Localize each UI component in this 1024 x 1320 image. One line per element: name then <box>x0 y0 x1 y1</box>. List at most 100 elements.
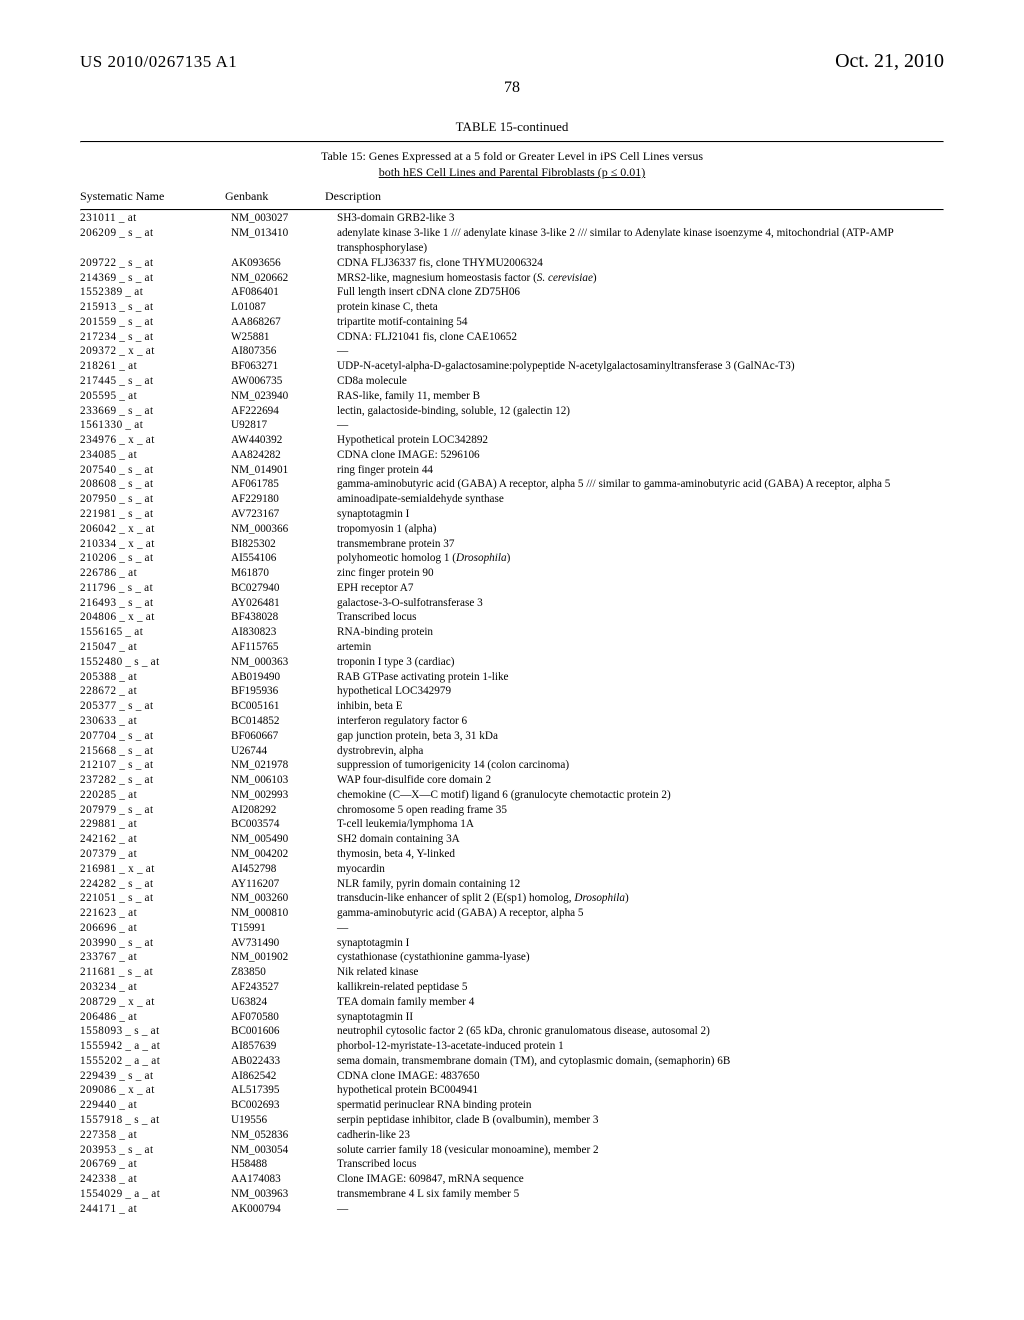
cell-systematic: 1555202 _ a _ at <box>80 1054 231 1069</box>
cell-systematic: 209086 _ x _ at <box>80 1083 231 1098</box>
subtitle-line1: Table 15: Genes Expressed at a 5 fold or… <box>321 149 703 163</box>
table-row: 217234 _ s _ atW25881CDNA: FLJ21041 fis,… <box>80 330 944 345</box>
table-row: 244171 _ atAK000794— <box>80 1202 944 1217</box>
cell-systematic: 210206 _ s _ at <box>80 551 231 566</box>
cell-description: ring finger protein 44 <box>337 463 944 478</box>
cell-systematic: 237282 _ s _ at <box>80 773 231 788</box>
cell-systematic: 204806 _ x _ at <box>80 610 231 625</box>
cell-description: adenylate kinase 3-like 1 /// adenylate … <box>337 226 944 256</box>
cell-systematic: 212107 _ s _ at <box>80 758 231 773</box>
cell-genbank: BC005161 <box>231 699 337 714</box>
cell-genbank: NM_006103 <box>231 773 337 788</box>
cell-genbank: NM_000366 <box>231 522 337 537</box>
table-row: 221623 _ atNM_000810gamma-aminobutyric a… <box>80 906 944 921</box>
cell-description: troponin I type 3 (cardiac) <box>337 655 944 670</box>
table-row: 229439 _ s _ atAI862542CDNA clone IMAGE:… <box>80 1069 944 1084</box>
cell-description: RAS-like, family 11, member B <box>337 389 944 404</box>
cell-systematic: 207950 _ s _ at <box>80 492 231 507</box>
cell-description: synaptotagmin II <box>337 1010 944 1025</box>
cell-description: spermatid perinuclear RNA binding protei… <box>337 1098 944 1113</box>
cell-systematic: 224282 _ s _ at <box>80 877 231 892</box>
cell-description: WAP four-disulfide core domain 2 <box>337 773 944 788</box>
cell-description: chemokine (C—X—C motif) ligand 6 (granul… <box>337 788 944 803</box>
cell-description: Transcribed locus <box>337 610 944 625</box>
table-row: 207379 _ atNM_004202thymosin, beta 4, Y-… <box>80 847 944 862</box>
cell-description: synaptotagmin I <box>337 936 944 951</box>
table-title: TABLE 15-continued <box>80 119 944 135</box>
cell-systematic: 1554029 _ a _ at <box>80 1187 231 1202</box>
cell-systematic: 206042 _ x _ at <box>80 522 231 537</box>
table-row: 216493 _ s _ atAY026481galactose-3-O-sul… <box>80 596 944 611</box>
cell-genbank: AI807356 <box>231 344 337 359</box>
cell-genbank: Z83850 <box>231 965 337 980</box>
cell-description: artemin <box>337 640 944 655</box>
cell-description: zinc finger protein 90 <box>337 566 944 581</box>
cell-systematic: 215047 _ at <box>80 640 231 655</box>
cell-genbank: AY116207 <box>231 877 337 892</box>
cell-description: dystrobrevin, alpha <box>337 744 944 759</box>
cell-genbank: NM_003260 <box>231 891 337 906</box>
cell-genbank: L01087 <box>231 300 337 315</box>
cell-description: — <box>337 921 944 936</box>
table-row: 1552389 _ atAF086401Full length insert c… <box>80 285 944 300</box>
cell-genbank: M61870 <box>231 566 337 581</box>
table-row: 1557918 _ s _ atU19556serpin peptidase i… <box>80 1113 944 1128</box>
cell-systematic: 229881 _ at <box>80 817 231 832</box>
cell-systematic: 234085 _ at <box>80 448 231 463</box>
table-row: 205388 _ atAB019490RAB GTPase activating… <box>80 670 944 685</box>
cell-description: solute carrier family 18 (vesicular mono… <box>337 1143 944 1158</box>
cell-genbank: U92817 <box>231 418 337 433</box>
cell-systematic: 226786 _ at <box>80 566 231 581</box>
patent-page: US 2010/0267135 A1 Oct. 21, 2010 78 TABL… <box>0 0 1024 1257</box>
cell-systematic: 1555942 _ a _ at <box>80 1039 231 1054</box>
cell-genbank: AI208292 <box>231 803 337 818</box>
cell-genbank: BF438028 <box>231 610 337 625</box>
table-row: 209372 _ x _ atAI807356— <box>80 344 944 359</box>
cell-genbank: NM_003963 <box>231 1187 337 1202</box>
table-row: 204806 _ x _ atBF438028Transcribed locus <box>80 610 944 625</box>
cell-systematic: 211796 _ s _ at <box>80 581 231 596</box>
cell-description: — <box>337 418 944 433</box>
cell-genbank: BI825302 <box>231 537 337 552</box>
cell-description: RAB GTPase activating protein 1-like <box>337 670 944 685</box>
cell-description: protein kinase C, theta <box>337 300 944 315</box>
col-header-description: Description <box>325 189 944 204</box>
cell-systematic: 1552480 _ s _ at <box>80 655 231 670</box>
table-row: 214369 _ s _ atNM_020662MRS2-like, magne… <box>80 271 944 286</box>
cell-description: Clone IMAGE: 609847, mRNA sequence <box>337 1172 944 1187</box>
cell-description: SH2 domain containing 3A <box>337 832 944 847</box>
table-row: 218261 _ atBF063271UDP-N-acetyl-alpha-D-… <box>80 359 944 374</box>
cell-genbank: NM_004202 <box>231 847 337 862</box>
cell-genbank: NM_001902 <box>231 950 337 965</box>
cell-systematic: 210334 _ x _ at <box>80 537 231 552</box>
cell-genbank: AA174083 <box>231 1172 337 1187</box>
table-row: 1554029 _ a _ atNM_003963transmembrane 4… <box>80 1187 944 1202</box>
table-row: 242162 _ atNM_005490SH2 domain containin… <box>80 832 944 847</box>
page-header: US 2010/0267135 A1 Oct. 21, 2010 <box>80 50 944 73</box>
table-row: 217445 _ s _ atAW006735CD8a molecule <box>80 374 944 389</box>
cell-genbank: NM_000363 <box>231 655 337 670</box>
cell-description: UDP-N-acetyl-alpha-D-galactosamine:polyp… <box>337 359 944 374</box>
cell-systematic: 215668 _ s _ at <box>80 744 231 759</box>
cell-genbank: AA824282 <box>231 448 337 463</box>
table-row: 233767 _ atNM_001902cystathionase (cysta… <box>80 950 944 965</box>
table-row: 206486 _ atAF070580synaptotagmin II <box>80 1010 944 1025</box>
table-row: 206696 _ atT15991— <box>80 921 944 936</box>
cell-genbank: AV731490 <box>231 936 337 951</box>
cell-genbank: BF195936 <box>231 684 337 699</box>
cell-description: — <box>337 1202 944 1217</box>
cell-description: Transcribed locus <box>337 1157 944 1172</box>
table-row: 211681 _ s _ atZ83850Nik related kinase <box>80 965 944 980</box>
cell-systematic: 206696 _ at <box>80 921 231 936</box>
cell-description: T-cell leukemia/lymphoma 1A <box>337 817 944 832</box>
cell-systematic: 231011 _ at <box>80 211 231 226</box>
cell-description: CDNA clone IMAGE: 4837650 <box>337 1069 944 1084</box>
table-row: 206769 _ atH58488Transcribed locus <box>80 1157 944 1172</box>
cell-genbank: U19556 <box>231 1113 337 1128</box>
table-row: 216981 _ x _ atAI452798myocardin <box>80 862 944 877</box>
cell-systematic: 205377 _ s _ at <box>80 699 231 714</box>
cell-genbank: AY026481 <box>231 596 337 611</box>
cell-systematic: 244171 _ at <box>80 1202 231 1217</box>
cell-genbank: AI452798 <box>231 862 337 877</box>
table-row: 1552480 _ s _ atNM_000363troponin I type… <box>80 655 944 670</box>
